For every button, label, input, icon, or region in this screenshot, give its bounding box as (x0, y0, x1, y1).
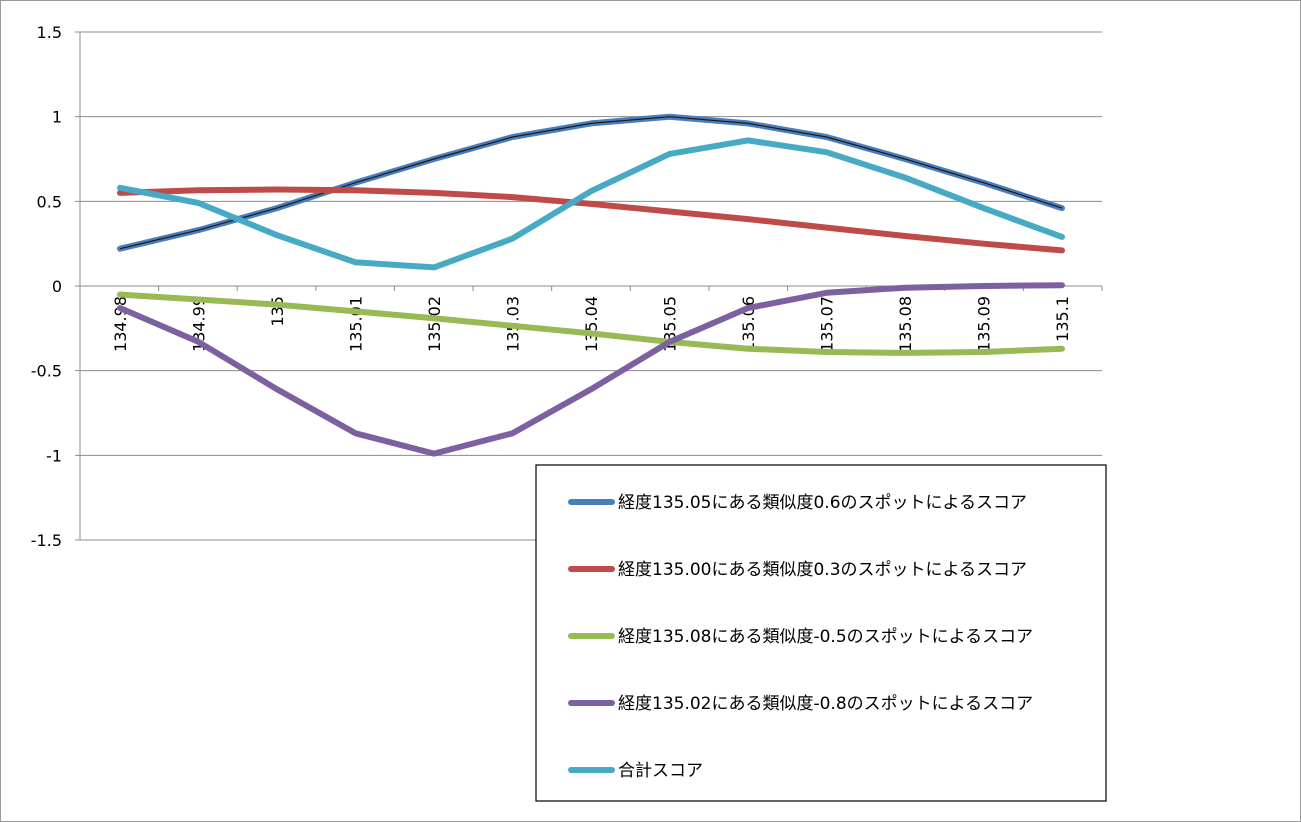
y-axis-ticks: 1.5 1 0.5 0 -0.5 -1 -1.5 (31, 23, 62, 550)
series-line (117, 282, 1065, 457)
y-tick-label: -0.5 (31, 362, 62, 381)
x-tick-label: 134.98 (111, 296, 130, 352)
series-line (117, 291, 1065, 356)
series-line (117, 186, 1065, 254)
legend-label: 合計スコア (618, 761, 703, 781)
series-line-outline (119, 116, 1063, 250)
legend-label: 経度135.05にある類似度0.6のスポットによるスコア (618, 493, 1027, 513)
legend: 経度135.05にある類似度0.6のスポットによるスコア経度135.00にある類… (535, 464, 1107, 802)
legend-label: 経度135.02にある類似度-0.8のスポットによるスコア (618, 694, 1033, 714)
x-tick-label: 135.07 (818, 296, 837, 352)
legend-box (535, 464, 1107, 802)
x-tick-label: 135.04 (582, 296, 601, 352)
y-tick-label: -1.5 (31, 531, 62, 550)
x-tick-label: 135.08 (896, 296, 915, 352)
series-line (117, 137, 1065, 271)
x-tick-label: 135.09 (975, 296, 994, 352)
y-tick-label: 1.5 (37, 23, 62, 42)
series-lines (117, 113, 1065, 457)
legend-label: 経度135.08にある類似度-0.5のスポットによるスコア (618, 627, 1033, 647)
legend-label: 経度135.00にある類似度0.3のスポットによるスコア (618, 560, 1027, 580)
y-tick-label: 1 (52, 108, 62, 127)
y-tick-label: 0 (52, 277, 62, 296)
x-tick-label: 135.01 (347, 296, 366, 352)
x-tick-label: 135 (268, 296, 287, 327)
x-tick-label: 135.02 (425, 296, 444, 352)
y-tick-label: -1 (46, 446, 62, 465)
y-tick-label: 0.5 (37, 192, 62, 211)
x-tick-label: 135.1 (1053, 296, 1072, 342)
